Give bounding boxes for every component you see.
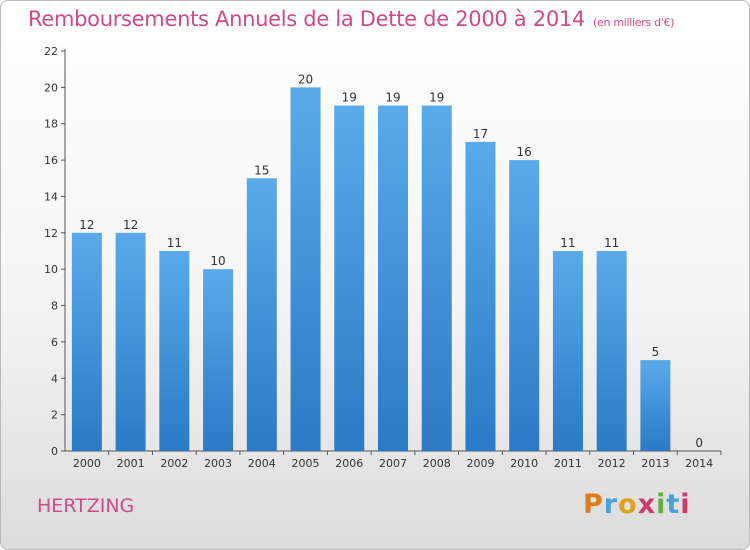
x-tick-label: 2009 [466, 457, 494, 470]
logo-letter: i [656, 489, 667, 520]
y-tick-label: 6 [51, 336, 58, 349]
data-label-2004: 15 [254, 163, 269, 177]
data-label-2012: 11 [604, 236, 619, 250]
bar-2000 [71, 232, 102, 451]
y-tick-label: 0 [51, 445, 58, 458]
bar-2002 [159, 251, 190, 451]
x-tick-label: 2014 [685, 457, 713, 470]
logo-letter: t [666, 489, 681, 520]
x-tick-label: 2013 [641, 457, 669, 470]
x-tick-label: 2012 [598, 457, 626, 470]
y-tick-label: 2 [51, 409, 58, 422]
bar-2010 [509, 160, 540, 451]
data-label-2000: 12 [79, 218, 94, 232]
data-label-2002: 11 [167, 236, 182, 250]
data-label-2007: 19 [385, 91, 400, 105]
bar-2006 [334, 105, 365, 451]
proxiti-logo: Proxiti [583, 489, 691, 520]
y-tick-label: 18 [44, 118, 58, 131]
data-label-2006: 19 [342, 91, 357, 105]
bar-2009 [465, 141, 496, 451]
data-label-2014: 0 [695, 436, 703, 450]
x-tick-label: 2003 [204, 457, 232, 470]
logo-letter: i [680, 489, 691, 520]
logo-letter: o [618, 489, 638, 520]
data-label-2005: 20 [298, 72, 313, 86]
data-label-2009: 17 [473, 127, 488, 141]
x-tick-label: 2011 [554, 457, 582, 470]
x-tick-label: 2007 [379, 457, 407, 470]
y-tick-label: 22 [44, 45, 58, 58]
bar-2004 [246, 178, 277, 452]
x-tick-label: 2001 [117, 457, 145, 470]
chart-subtitle: (en milliers d'€) [593, 16, 675, 29]
y-tick-label: 10 [44, 263, 58, 276]
data-label-2011: 11 [560, 236, 575, 250]
place-name: HERTZING [37, 495, 135, 517]
bar-2007 [378, 105, 408, 451]
x-tick-label: 2008 [423, 457, 451, 470]
bar-2001 [115, 232, 146, 451]
logo-letter: P [583, 489, 604, 520]
y-tick-label: 12 [44, 227, 58, 240]
chart-title-text: Remboursements Annuels de la Dette de 20… [28, 7, 585, 31]
x-tick-label: 2000 [73, 457, 101, 470]
bar-2003 [203, 269, 234, 451]
y-tick-label: 20 [44, 81, 58, 94]
bar-2012 [596, 251, 627, 451]
data-label-2001: 12 [123, 218, 138, 232]
data-label-2010: 16 [517, 145, 532, 159]
bar-2011 [552, 251, 583, 451]
y-tick-label: 4 [51, 372, 58, 385]
x-tick-label: 2004 [248, 457, 276, 470]
bar-2013 [640, 360, 671, 451]
bar-2005 [290, 87, 321, 451]
data-label-2008: 19 [429, 91, 444, 105]
data-label-2013: 5 [652, 345, 660, 359]
bar-2008 [421, 105, 452, 451]
y-tick-label: 8 [51, 300, 58, 313]
data-label-2003: 10 [210, 254, 225, 268]
x-tick-label: 2010 [510, 457, 538, 470]
y-tick-label: 16 [44, 154, 58, 167]
x-tick-label: 2002 [160, 457, 188, 470]
chart-title: Remboursements Annuels de la Dette de 20… [28, 7, 674, 31]
x-tick-label: 2005 [292, 457, 320, 470]
logo-letter: r [603, 489, 619, 520]
y-tick-label: 14 [44, 190, 58, 203]
logo-letter: x [637, 489, 657, 520]
x-tick-label: 2006 [335, 457, 363, 470]
